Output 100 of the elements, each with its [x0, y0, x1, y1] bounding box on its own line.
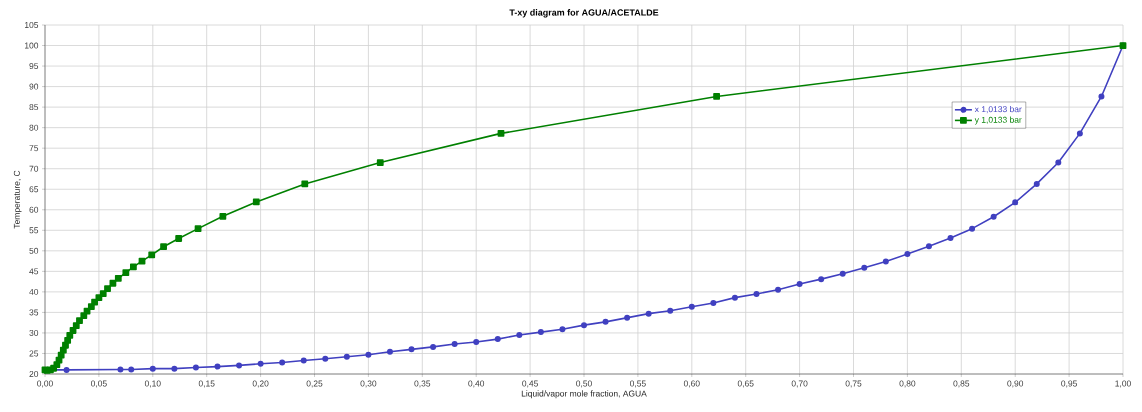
point: [775, 286, 782, 293]
point: [64, 336, 72, 344]
point: [497, 129, 505, 137]
point: [731, 294, 738, 301]
point: [91, 298, 98, 306]
y-tick-label: 60: [29, 206, 39, 213]
legend-label: y 1,0133 bar: [974, 116, 1022, 125]
point: [969, 225, 976, 232]
point: [947, 235, 954, 242]
y-tick-label: 55: [29, 227, 39, 234]
x-tick-label: 0,90: [1007, 380, 1024, 388]
chart-title: T-xy diagram for AGUA/ACETALDE: [509, 9, 659, 18]
y-tick-label: 105: [24, 22, 39, 28]
y-tick-label: 95: [29, 63, 39, 70]
point: [408, 346, 415, 353]
y-tick-label: 80: [29, 124, 39, 131]
point: [279, 359, 286, 366]
point: [667, 307, 674, 314]
y-tick-label: 20: [29, 371, 39, 377]
y-tick-label: 30: [29, 329, 39, 336]
y-tick-label: 70: [29, 165, 39, 172]
x-tick-label: 0,40: [468, 380, 485, 388]
point: [194, 225, 202, 233]
x-tick-label: 0,80: [899, 380, 916, 388]
point: [192, 364, 199, 371]
point: [148, 251, 156, 259]
point: [1076, 130, 1083, 137]
point: [63, 366, 70, 373]
x-tick-label: 0,60: [683, 380, 700, 388]
point: [376, 159, 384, 166]
legend-label: x 1,0133 bar: [974, 105, 1022, 114]
point: [130, 263, 137, 271]
y-tick-label: 65: [29, 186, 39, 193]
point: [645, 310, 652, 317]
y-tick-label: 40: [29, 288, 39, 295]
point: [300, 357, 307, 364]
point: [365, 351, 372, 358]
point: [990, 213, 997, 220]
x-tick-label: 0,10: [144, 380, 161, 388]
x-tick-label: 0,55: [629, 380, 646, 388]
point: [624, 314, 631, 321]
y-tick-label: 100: [24, 42, 39, 49]
point: [160, 243, 167, 251]
point: [175, 235, 183, 242]
x-tick-label: 0,75: [845, 380, 862, 388]
point: [122, 269, 130, 276]
point: [257, 360, 264, 367]
point: [713, 93, 720, 100]
point: [861, 264, 868, 271]
point: [710, 299, 717, 306]
point: [925, 243, 932, 250]
point: [581, 322, 587, 329]
y-tick-label: 50: [29, 247, 39, 254]
point: [322, 355, 329, 362]
point: [219, 212, 227, 220]
point: [796, 281, 803, 288]
x-tick-label: 0,95: [1061, 380, 1077, 388]
x-tick-label: 1,00: [1115, 380, 1131, 388]
x-tick-label: 0,35: [414, 380, 431, 388]
point: [343, 353, 350, 360]
point: [171, 365, 178, 372]
y-tick-label: 45: [29, 268, 39, 275]
point: [1055, 159, 1062, 166]
point: [128, 366, 135, 373]
x-tick-label: 0,70: [791, 380, 808, 388]
point: [117, 366, 124, 373]
point: [688, 303, 695, 310]
point: [252, 198, 260, 206]
point: [1098, 93, 1105, 100]
x-tick-label: 0,15: [198, 380, 215, 388]
x-tick-label: 0,85: [953, 380, 970, 388]
point: [818, 276, 825, 283]
point: [904, 251, 911, 258]
y-axis-title: Temperature, C: [13, 170, 22, 229]
point: [109, 279, 117, 287]
point: [839, 270, 846, 277]
x-tick-label: 0,65: [737, 380, 754, 388]
point: [386, 348, 393, 355]
y-tick-label: 90: [29, 83, 39, 90]
point: [114, 274, 122, 282]
x-tick-label: 0,00: [37, 380, 53, 388]
x-tick-label: 0,45: [522, 380, 538, 388]
point: [76, 317, 83, 325]
point: [473, 338, 480, 345]
point: [104, 285, 111, 292]
y-tick-label: 85: [29, 104, 39, 111]
x-tick-label: 0,30: [360, 380, 377, 388]
y-tick-label: 25: [29, 350, 39, 357]
point: [1033, 180, 1040, 187]
point: [451, 341, 458, 348]
point: [516, 331, 523, 338]
point: [149, 365, 156, 372]
point: [430, 343, 437, 350]
point: [1012, 199, 1019, 206]
point: [494, 336, 501, 343]
point: [301, 180, 309, 188]
point: [882, 258, 889, 265]
y-tick-label: 35: [29, 309, 39, 316]
y-tick-label: 75: [29, 145, 39, 152]
x-tick-label: 0,25: [306, 380, 323, 388]
